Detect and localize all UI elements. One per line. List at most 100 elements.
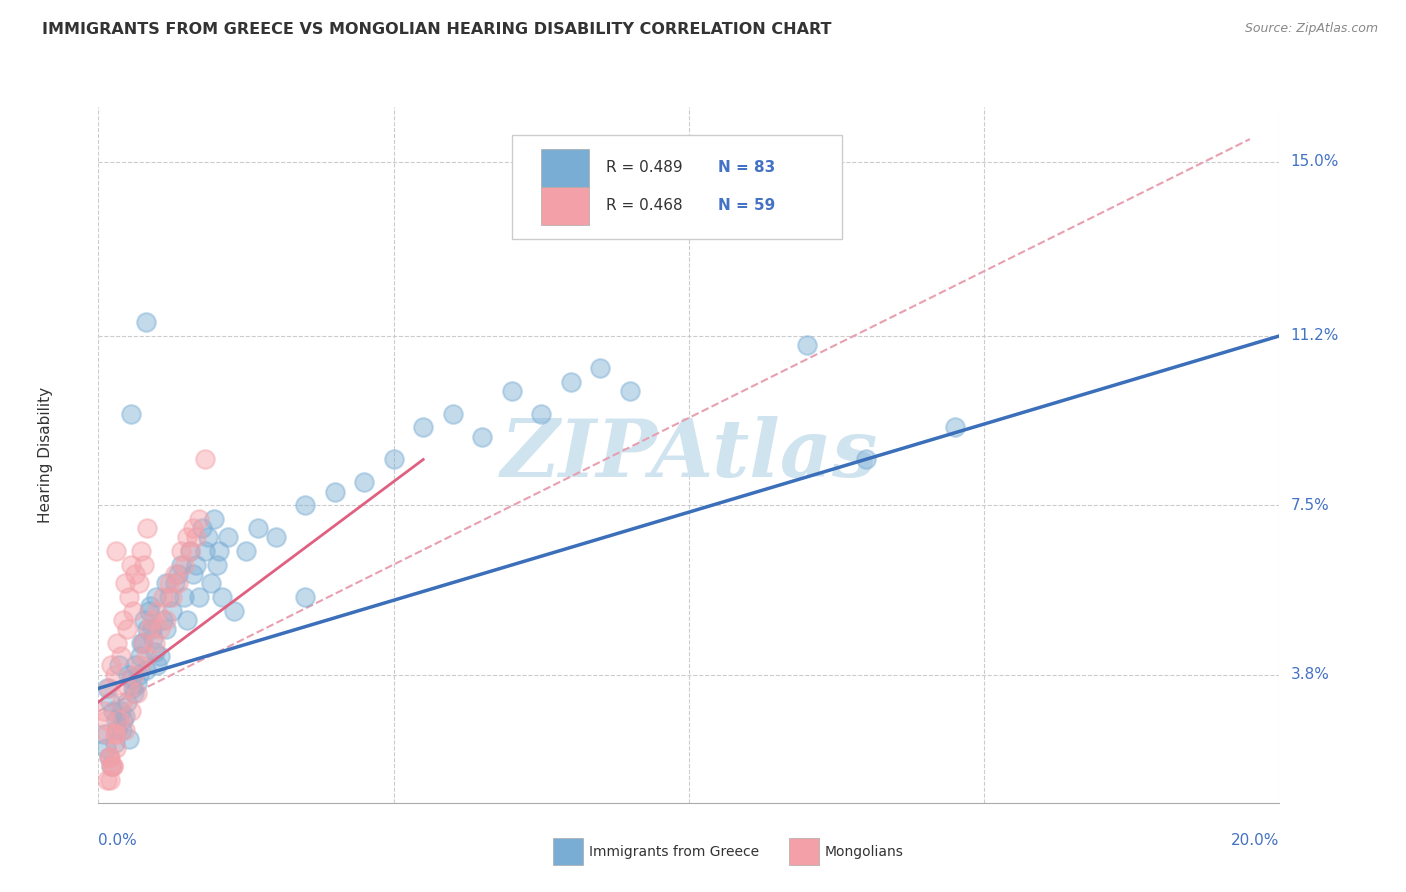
Point — [162, 590, 183, 604]
Point — [143, 645, 166, 659]
Point — [103, 759, 125, 773]
Point — [208, 544, 231, 558]
Point — [135, 663, 157, 677]
Point — [184, 530, 207, 544]
Point — [181, 566, 204, 581]
Point — [796, 338, 818, 352]
Point — [112, 613, 135, 627]
Point — [103, 759, 125, 773]
Point — [471, 429, 494, 443]
Point — [943, 420, 966, 434]
Point — [114, 708, 136, 723]
Point — [122, 686, 145, 700]
Point — [129, 635, 152, 649]
Point — [194, 452, 217, 467]
Point — [118, 731, 141, 746]
Point — [118, 590, 141, 604]
Point — [111, 695, 134, 709]
Point — [217, 530, 239, 544]
Point — [105, 727, 128, 741]
Point — [560, 375, 582, 389]
Point — [165, 566, 187, 581]
Point — [162, 603, 183, 617]
Point — [100, 759, 122, 773]
Point — [501, 384, 523, 398]
Point — [135, 521, 157, 535]
Point — [235, 544, 257, 558]
Text: 11.2%: 11.2% — [1291, 328, 1339, 343]
Point — [589, 361, 612, 376]
Text: Mongolians: Mongolians — [825, 845, 904, 858]
Point — [124, 566, 146, 581]
Point — [98, 681, 121, 696]
Point — [96, 681, 118, 696]
Point — [441, 407, 464, 421]
Text: Source: ZipAtlas.com: Source: ZipAtlas.com — [1244, 22, 1378, 36]
Point — [100, 759, 122, 773]
Point — [167, 576, 190, 591]
Point — [184, 558, 207, 572]
Point — [128, 649, 150, 664]
Point — [211, 590, 233, 604]
Point — [111, 723, 134, 737]
Point — [124, 658, 146, 673]
Point — [120, 558, 142, 572]
Point — [135, 622, 157, 636]
Point — [128, 667, 150, 681]
Text: 20.0%: 20.0% — [1232, 833, 1279, 848]
Point — [98, 695, 121, 709]
Point — [104, 736, 127, 750]
Point — [104, 667, 127, 681]
Point — [135, 315, 157, 329]
Point — [105, 544, 128, 558]
Point — [128, 658, 150, 673]
Point — [155, 613, 177, 627]
Point — [135, 649, 157, 664]
Point — [197, 530, 219, 544]
Point — [187, 512, 209, 526]
Point — [165, 576, 187, 591]
Point — [132, 635, 155, 649]
Point — [146, 603, 169, 617]
Point — [122, 667, 145, 681]
Point — [125, 677, 148, 691]
Point — [100, 658, 122, 673]
Point — [141, 622, 163, 636]
Point — [104, 727, 127, 741]
Text: ZIPAtlas: ZIPAtlas — [501, 417, 877, 493]
Text: Immigrants from Greece: Immigrants from Greece — [589, 845, 759, 858]
Point — [125, 686, 148, 700]
Point — [167, 566, 190, 581]
Point — [170, 558, 193, 572]
Point — [94, 714, 117, 728]
Point — [619, 384, 641, 398]
Point — [96, 727, 118, 741]
Point — [181, 521, 204, 535]
Text: 15.0%: 15.0% — [1291, 154, 1339, 169]
Text: R = 0.489: R = 0.489 — [606, 160, 683, 175]
Point — [146, 658, 169, 673]
FancyBboxPatch shape — [541, 149, 589, 187]
Point — [152, 590, 174, 604]
Point — [187, 590, 209, 604]
Point — [294, 590, 316, 604]
Point — [855, 452, 877, 467]
Point — [139, 599, 162, 613]
Point — [173, 590, 195, 604]
Point — [138, 603, 160, 617]
FancyBboxPatch shape — [512, 135, 842, 239]
Point — [138, 622, 160, 636]
Text: 3.8%: 3.8% — [1291, 667, 1330, 682]
Point — [115, 695, 138, 709]
Point — [120, 672, 142, 686]
Point — [112, 714, 135, 728]
Point — [294, 498, 316, 512]
Point — [176, 613, 198, 627]
Point — [105, 723, 128, 737]
Point — [134, 558, 156, 572]
Point — [128, 576, 150, 591]
Point — [105, 714, 128, 728]
Point — [200, 576, 222, 591]
Text: N = 83: N = 83 — [718, 160, 776, 175]
Point — [145, 590, 167, 604]
